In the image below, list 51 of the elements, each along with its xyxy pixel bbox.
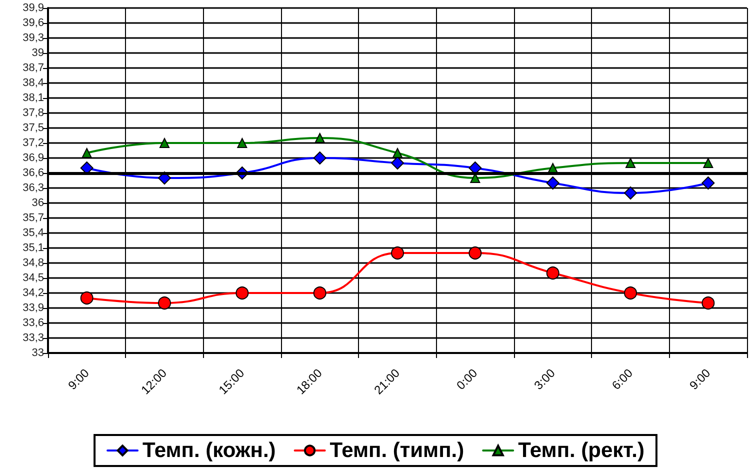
legend-label: Темп. (тимп.) <box>330 439 464 462</box>
y-tick-label: 39 <box>32 47 44 59</box>
y-tick-label: 36 <box>32 197 44 209</box>
point <box>313 286 326 300</box>
legend-label: Темп. (рект.) <box>518 439 644 462</box>
point <box>80 292 94 304</box>
y-tick-label: 37,2 <box>22 137 44 149</box>
y-tick-label: 33,9 <box>22 302 44 314</box>
y-tick-label: 35,7 <box>22 212 44 224</box>
point <box>702 176 715 190</box>
y-tick-label: 35,1 <box>22 242 44 254</box>
x-tick-label: 9:00 <box>686 366 714 392</box>
point <box>158 296 171 310</box>
point <box>626 158 636 168</box>
point <box>314 133 325 143</box>
y-tick-label: 38,4 <box>22 77 44 89</box>
point <box>391 156 404 170</box>
x-tick-label: 0:00 <box>454 366 480 392</box>
y-tick-label: 39,9 <box>22 2 44 14</box>
y-tick-label: 39,3 <box>22 32 44 44</box>
y-tick-label: 37,5 <box>22 122 44 134</box>
point <box>468 246 482 260</box>
point <box>703 158 714 168</box>
y-tick-label: 38,1 <box>22 92 44 104</box>
y-tick-label: 39,6 <box>22 17 44 29</box>
y-tick-label: 37,8 <box>22 107 44 119</box>
y-tick-label: 33,6 <box>22 317 44 329</box>
point <box>624 186 637 200</box>
point <box>237 138 248 148</box>
x-tick-label: 6:00 <box>609 366 636 392</box>
y-tick-label: 34,8 <box>22 257 44 269</box>
y-tick-label: 38,7 <box>22 62 44 74</box>
point <box>624 286 637 300</box>
y-tick-label: 33,3 <box>22 332 44 344</box>
y-tick-label: 36,3 <box>22 182 44 194</box>
y-tick-label: 34,2 <box>22 287 44 299</box>
legend-label: Темп. (кожн.) <box>142 439 276 462</box>
point <box>546 176 560 190</box>
point <box>160 138 170 148</box>
point <box>236 286 249 300</box>
y-tick-label: 33 <box>32 347 44 359</box>
y-tick-label: 35,4 <box>22 227 44 239</box>
point <box>82 148 92 158</box>
point <box>702 296 715 310</box>
y-tick-label: 36,9 <box>22 152 44 164</box>
point <box>546 266 560 280</box>
y-tick-label: 34,5 <box>22 272 44 284</box>
point <box>392 148 402 158</box>
y-tick-label: 36,6 <box>22 167 44 179</box>
point <box>313 152 326 164</box>
point <box>391 246 404 260</box>
